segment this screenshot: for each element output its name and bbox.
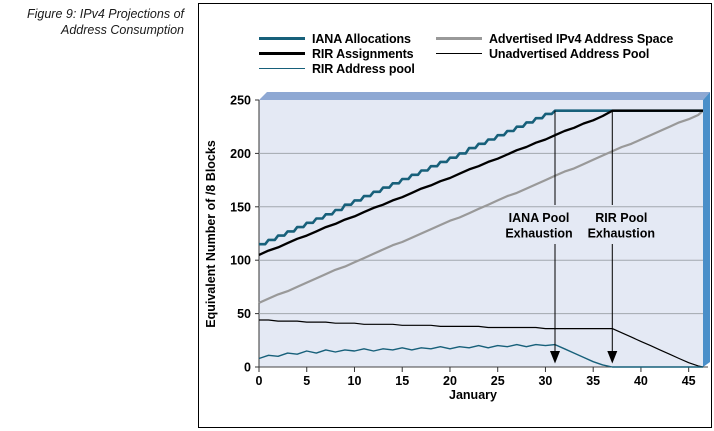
figure-caption: Figure 9: IPv4 Projections of Address Co… (6, 6, 184, 38)
y-axis-title: Equivalent Number of /8 Blocks (204, 140, 218, 328)
legend-label: IANA Allocations (312, 31, 411, 46)
annotation-label: Exhaustion (588, 227, 655, 241)
series-rir-assignments (258, 109, 703, 256)
legend-item: Unadvertised Address Pool (436, 46, 673, 61)
legend-item: RIR Address pool (259, 61, 415, 76)
figure-caption-line1: Figure 9: IPv4 Projections of (26, 7, 184, 21)
x-tick-label: 15 (395, 374, 409, 388)
plot-top-border-band (259, 92, 710, 100)
legend-label: RIR Assignments (312, 46, 414, 61)
figure-caption-line2: Address Consumption (61, 23, 184, 37)
x-tick-label: 35 (586, 374, 600, 388)
x-tick-label: 5 (303, 374, 310, 388)
x-tick-label: 25 (491, 374, 505, 388)
legend-label: RIR Address pool (312, 61, 415, 76)
series-unadvertised-address-pool (259, 319, 704, 368)
x-axis-title: January (449, 388, 497, 402)
chart-svg: 0 50 100 150 200 250 0 5 10 15 20 25 30 35 40 45 IANA Po… (204, 92, 710, 402)
x-tick-label: 0 (256, 374, 263, 388)
legend-swatch-line (436, 52, 482, 55)
annotation-label: IANA Pool (509, 211, 570, 225)
x-tick-label: 45 (682, 374, 696, 388)
legend-swatch-line (259, 67, 305, 70)
x-tick-label: 40 (634, 374, 648, 388)
legend-column-right: Advertised IPv4 Address Space Unadvertise… (436, 31, 673, 61)
x-tick-label: 20 (443, 374, 457, 388)
series-rir-address-pool (258, 343, 703, 368)
legend-label: Unadvertised Address Pool (489, 46, 650, 61)
legend-label: Advertised IPv4 Address Space (489, 31, 674, 46)
y-tick-label: 0 (244, 361, 251, 375)
legend-item: RIR Assignments (259, 46, 415, 61)
y-tick-label: 200 (230, 147, 251, 161)
annotation-label: RIR Pool (595, 211, 647, 225)
y-tick-label: 100 (230, 254, 251, 268)
y-tick-label: 50 (237, 307, 251, 321)
annotation-arrowhead (550, 351, 560, 364)
annotation-arrowhead (607, 351, 618, 364)
y-tick-label: 250 (230, 94, 251, 108)
legend-swatch-line (259, 37, 305, 40)
legend-swatch-line (259, 52, 305, 55)
series-advertised-ipv4-address-space (258, 109, 704, 304)
x-tick-label: 10 (348, 374, 362, 388)
plot-right-border-band (703, 92, 710, 367)
chart-panel: IANA Allocations RIR Assignments RIR Addre… (198, 3, 712, 428)
legend-column-left: IANA Allocations RIR Assignments RIR Addre… (259, 31, 415, 76)
annotation-label: Exhaustion (505, 227, 572, 241)
y-tick-label: 150 (230, 200, 251, 214)
legend-swatch-line (436, 37, 482, 40)
series-iana-allocations (259, 109, 703, 246)
legend-item: IANA Allocations (259, 31, 415, 46)
x-tick-label: 30 (538, 374, 552, 388)
legend-item: Advertised IPv4 Address Space (436, 31, 673, 46)
